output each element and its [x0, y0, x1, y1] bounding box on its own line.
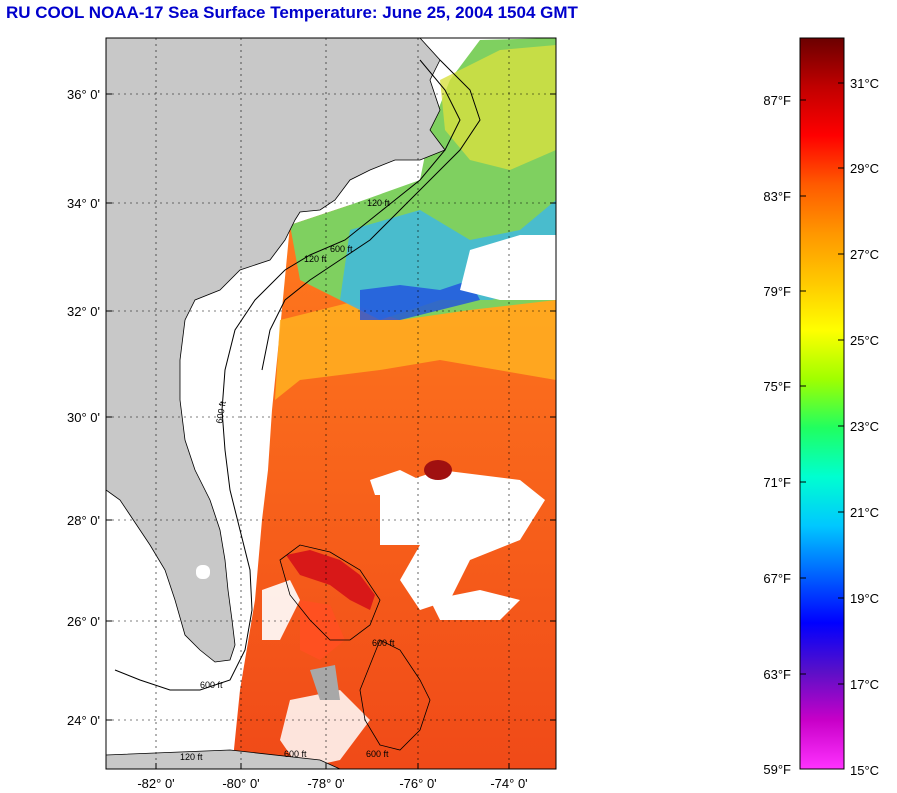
cloud-patch — [370, 470, 420, 495]
contour-labels: 120 ft 600 ft 120 ft 600 ft 600 ft 600 f… — [180, 198, 395, 762]
map-panel — [106, 38, 556, 769]
colorbar-gradient — [799, 37, 845, 770]
bahamas-island — [300, 600, 345, 660]
map-frame — [105, 37, 557, 770]
fahrenheit-label: 79°F — [763, 284, 791, 299]
lon-label: -78° 0' — [307, 776, 344, 791]
bathymetry-contour — [279, 544, 381, 641]
colorbar-ticks — [800, 82, 844, 685]
celsius-label: 25°C — [850, 333, 879, 348]
lake — [196, 565, 210, 579]
lat-label: 28° 0' — [67, 513, 100, 528]
celsius-label: 29°C — [850, 161, 879, 176]
land-mass — [106, 38, 446, 663]
lat-label: 26° 0' — [67, 614, 100, 629]
land-mass — [106, 749, 341, 769]
lon-label: -80° 0' — [222, 776, 259, 791]
frame-ticks — [106, 93, 556, 769]
lat-label: 24° 0' — [67, 713, 100, 728]
fahrenheit-label: 83°F — [763, 189, 791, 204]
celsius-label: 23°C — [850, 419, 879, 434]
contour-label: 120 ft — [367, 198, 390, 208]
colorbar-celsius-labels: 31°C 29°C 27°C 25°C 23°C 21°C 19°C 17°C … — [850, 76, 879, 778]
sst-hot-spot — [424, 460, 452, 480]
fahrenheit-label: 71°F — [763, 475, 791, 490]
cloud-patch — [380, 470, 545, 610]
celsius-label: 17°C — [850, 677, 879, 692]
cloud-patch — [460, 235, 556, 300]
lon-label: -74° 0' — [490, 776, 527, 791]
colorbar: 87°F 83°F 79°F 75°F 71°F 67°F 63°F 59°F … — [763, 37, 879, 778]
contour-label: 600 ft — [366, 749, 389, 759]
bathymetry-contour — [114, 59, 461, 691]
latitude-labels: 36° 0' 34° 0' 32° 0' 30° 0' 28° 0' 26° 0… — [67, 87, 100, 728]
celsius-label: 27°C — [850, 247, 879, 262]
celsius-label: 19°C — [850, 591, 879, 606]
sst-blue-streak — [360, 280, 480, 320]
contour-label: 600 ft — [284, 749, 307, 759]
map-gridlines — [106, 38, 556, 769]
contour-label: 600 ft — [214, 400, 228, 424]
contour-label: 600 ft — [330, 244, 353, 254]
bahamas-island — [310, 665, 340, 700]
bathymetry-contour — [261, 59, 481, 371]
contour-label: 120 ft — [180, 752, 203, 762]
longitude-labels: -82° 0' -80° 0' -78° 0' -76° 0' -74° 0' — [137, 776, 527, 791]
fahrenheit-label: 59°F — [763, 762, 791, 777]
bathymetry-contour — [359, 639, 431, 751]
fahrenheit-label: 67°F — [763, 571, 791, 586]
cloud-patch — [280, 690, 370, 769]
colorbar-fahrenheit-labels: 87°F 83°F 79°F 75°F 71°F 67°F 63°F 59°F — [763, 93, 791, 777]
lat-label: 36° 0' — [67, 87, 100, 102]
bahamas-island — [286, 550, 375, 610]
contour-label: 600 ft — [200, 680, 223, 690]
contour-label: 120 ft — [304, 254, 327, 264]
lon-label: -76° 0' — [399, 776, 436, 791]
lat-label: 30° 0' — [67, 410, 100, 425]
lat-label: 34° 0' — [67, 196, 100, 211]
sst-north-yellow-patch — [440, 45, 556, 170]
cloud-patch — [430, 590, 520, 620]
celsius-label: 15°C — [850, 763, 879, 778]
fahrenheit-label: 75°F — [763, 379, 791, 394]
lat-label: 32° 0' — [67, 304, 100, 319]
celsius-label: 31°C — [850, 76, 879, 91]
fahrenheit-label: 63°F — [763, 667, 791, 682]
fahrenheit-label: 87°F — [763, 93, 791, 108]
lon-label: -82° 0' — [137, 776, 174, 791]
sst-mid-region — [275, 300, 556, 400]
page-title: RU COOL NOAA-17 Sea Surface Temperature:… — [6, 3, 578, 22]
contour-label: 600 ft — [372, 638, 395, 648]
celsius-label: 21°C — [850, 505, 879, 520]
